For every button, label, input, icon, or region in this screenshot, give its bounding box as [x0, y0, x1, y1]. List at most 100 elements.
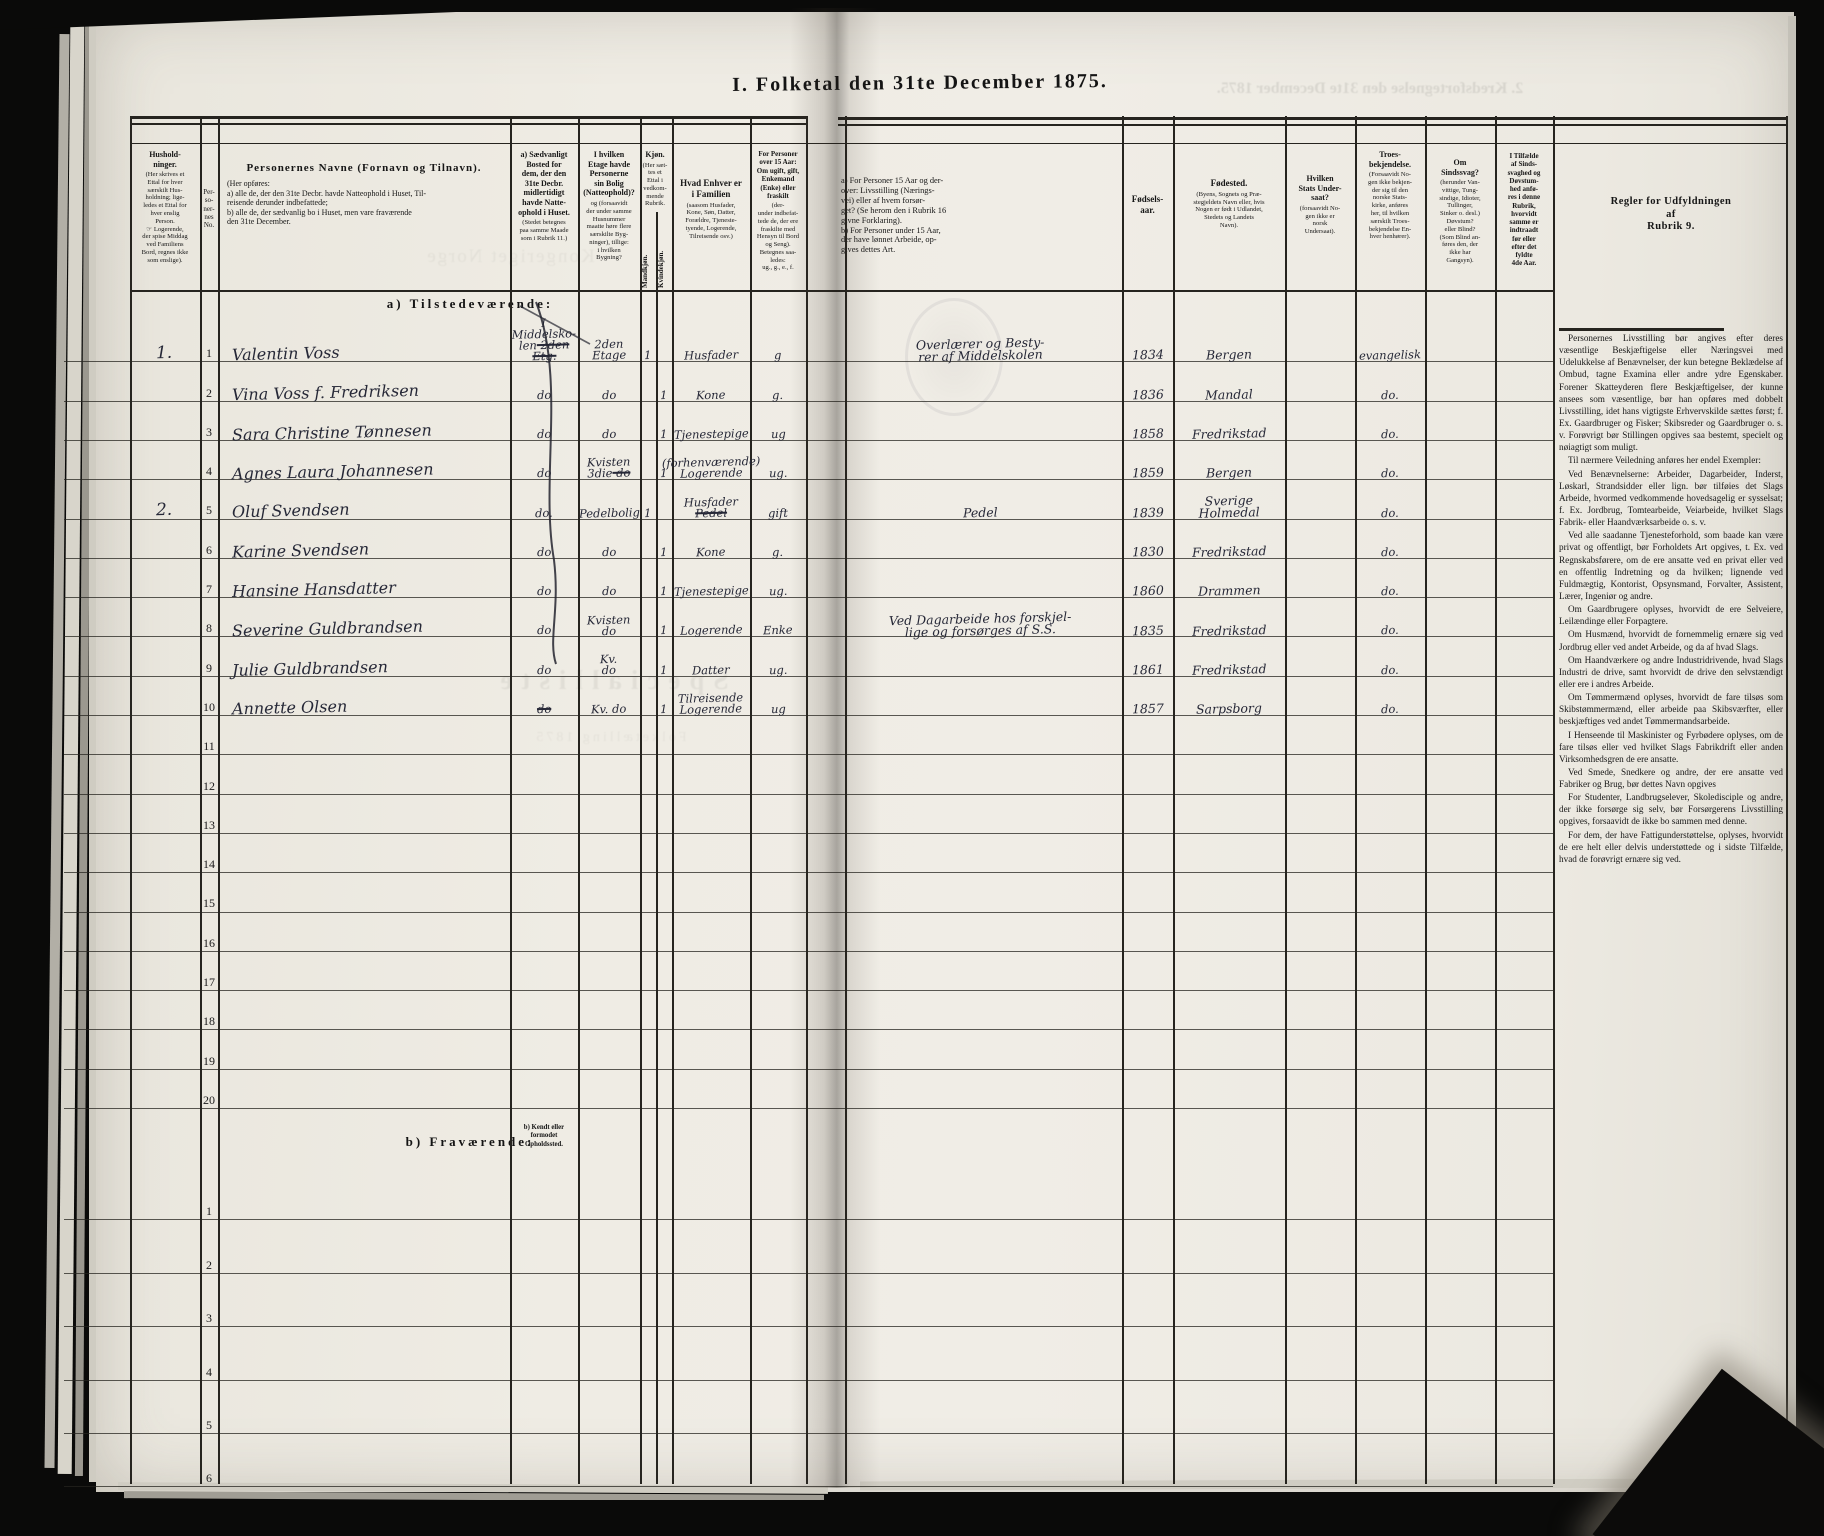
row-line: [64, 793, 1553, 795]
table-rule-vertical: [218, 116, 220, 1484]
row-line: [64, 1068, 1553, 1070]
column-title: For Personer over 15 Aar: Om ugift, gift…: [756, 150, 800, 200]
column-description: (Forsaavidt No- gen ikke bekjen- der sig…: [1368, 171, 1412, 241]
column-description: (Byens, Sognets og Præ- stegjeldets Navn…: [1193, 190, 1265, 229]
column-description: (Her skrives et Ettal for hver særskilt …: [141, 171, 189, 264]
row-line: [64, 518, 1553, 520]
column-description: Per- so- ner- nes No.: [203, 188, 215, 229]
table-rule-vertical: [1553, 116, 1555, 1484]
column-title: Personernes Navne (Fornavn og Tilnavn).: [246, 162, 482, 174]
table-rule-horizontal: [130, 290, 1553, 293]
table-rule-horizontal: [130, 116, 806, 119]
subcolumn-label-mandkjon: Mandkjøn.: [641, 254, 649, 288]
column-header-10: 10.Fødsels- aar.: [1123, 148, 1172, 288]
column-description: (Stedet betegnes paa samme Maade som i R…: [519, 219, 569, 242]
column-description: (Her sæt- tes et Ettal i vedkom- mende R…: [642, 161, 668, 208]
row-line: [64, 1433, 1553, 1434]
row-line: [64, 990, 1553, 992]
row-line: [64, 636, 1553, 638]
section-a-label: a) Tilstedeværende:: [386, 296, 554, 311]
rules-paragraph: Ved Benævnelserne: Arbeider, Dagarbeider…: [1559, 468, 1783, 528]
table-rule-vertical: [1122, 116, 1124, 1484]
table-rule-vertical: [200, 116, 202, 1484]
column-header-9: 9.a) For Personer 15 Aar og der- over: L…: [841, 148, 1119, 288]
table-rule-vertical: [640, 116, 642, 1484]
column-description: (saasom Husfader, Kone, Søn, Datter, For…: [685, 201, 737, 240]
row-line: [64, 557, 1553, 559]
rules-paragraph: For dem, der have Fattigunderstøttelse, …: [1559, 829, 1783, 864]
column-header-2: 2.Per- so- ner- nes No.: [201, 148, 217, 288]
row-line: [64, 1029, 1553, 1031]
rules-paragraph: Til nærmere Veiledning anføres her endel…: [1568, 455, 1761, 466]
column-title: Hvilken Stats Under- saat?: [1298, 174, 1342, 203]
row-line: [64, 911, 1553, 913]
column-header-7: 7.Hvad Enhver er i Familien(saasom Husfa…: [673, 148, 749, 288]
bleedthrough-text: Folketælling 1875: [533, 730, 687, 745]
row-line: [64, 1108, 1553, 1109]
page-edge: [1788, 16, 1796, 1486]
column-header-12: 12.Hvilken Stats Under- saat?(forsaavidt…: [1287, 148, 1353, 288]
column-description: og (forsaavidt der under samme Husnummer…: [586, 199, 632, 262]
rules-paragraph: Om Husmænd, hvorvidt de fornemmelig ernæ…: [1559, 629, 1783, 652]
row-line: [64, 1272, 1553, 1274]
column-header-11: 11.Fødested.(Byens, Sognets og Præ- steg…: [1175, 148, 1283, 288]
column-title: I hvilken Etage havde Personerne sin Bol…: [583, 150, 635, 198]
column-header-8: 8.For Personer over 15 Aar: Om ugift, gi…: [751, 148, 805, 288]
bleedthrough-text: Specialliste: [491, 665, 729, 695]
rules-paragraph: Om Tømmermænd oplyses, hvorvidt de fare …: [1559, 692, 1783, 727]
row-line: [64, 675, 1553, 677]
section-b-note: b) Kendt eller formodet Opholdssted.: [523, 1124, 565, 1148]
page-edge: [89, 14, 96, 1482]
column-title: Fødested.: [1210, 178, 1248, 188]
scan-background: [0, 1500, 1824, 1536]
rules-paragraph: Om Gaardbrugere oplyses, hvorvidt de ere…: [1559, 604, 1783, 627]
column-description: (der- under indbefat- tede de, der ere f…: [756, 202, 800, 272]
column-header-4: 4.a) Sædvanligt Bosted for dem, der den …: [511, 148, 577, 288]
table-rule-vertical: [578, 116, 580, 1484]
column-header-14: 14.Om Sindssvag?(herunder Van- vittige, …: [1427, 148, 1493, 288]
column-description: a) For Personer 15 Aar og der- over: Liv…: [841, 176, 947, 255]
table-rule-vertical: [806, 116, 808, 1484]
faint-seal-stamp: [905, 298, 1003, 416]
column-title: Hvad Enhver er i Familien: [680, 178, 742, 199]
column-header-3: 3.Personernes Navne (Fornavn og Tilnavn)…: [221, 148, 507, 288]
rules-paragraph: Ved Smede, Snedkere og andre, der ere an…: [1559, 766, 1783, 790]
column-header-13: 13.Troes- bekjendelse.(Forsaavidt No- ge…: [1357, 148, 1423, 288]
column-title: Hushold- ninger.: [149, 150, 181, 169]
rules-paragraph: Personernes Livsstilling bør angives eft…: [1559, 333, 1783, 453]
table-rule-vertical: [1355, 116, 1357, 1484]
column-description: (herunder Van- vittige, Tung- sindige, I…: [1439, 179, 1481, 264]
table-rule-horizontal: [838, 124, 1786, 126]
table-rule-vertical: [510, 116, 512, 1484]
row-line: [64, 400, 1553, 402]
table-rule-vertical: [1425, 116, 1427, 1484]
column-description: (forsaavidt No- gen ikke er norsk Unders…: [1299, 204, 1341, 236]
table-rule-vertical: [656, 212, 658, 1484]
column-header-6: 6.Kjøn.(Her sæt- tes et Ettal i vedkom- …: [638, 148, 672, 288]
column-title: Kjøn.: [645, 150, 665, 159]
row-line: [64, 832, 1553, 834]
row-line: [64, 715, 1553, 716]
subcolumn-label-kvindekjon: Kvindekjøn.: [657, 250, 665, 288]
table-rule-vertical: [130, 116, 132, 1484]
table-rule-horizontal: [838, 117, 1786, 120]
column-title: Fødsels- aar.: [1131, 194, 1164, 215]
row-line: [64, 872, 1553, 874]
column-title: Regler for Udfyldningen af Rubrik 9.: [1610, 196, 1732, 233]
table-rule-vertical: [1285, 116, 1287, 1484]
table-rule-horizontal: [130, 143, 1786, 144]
column-header-5: 5.I hvilken Etage havde Personerne sin B…: [579, 148, 639, 288]
table-rule-vertical: [750, 116, 752, 1484]
section-b-label: b) Fraværende:: [405, 1134, 535, 1149]
table-rule-horizontal: [130, 123, 806, 125]
row-line: [64, 1326, 1553, 1328]
paper-spread: [96, 10, 1794, 1492]
column-description: (Her opføres: a) alle de, der den 31te D…: [227, 179, 427, 226]
table-rule-vertical: [1495, 116, 1497, 1484]
bleedthrough-title: 2. Kredsfortegnelse den 31te December 18…: [1216, 80, 1524, 97]
table-rule-vertical: [1173, 116, 1175, 1484]
rules-column: Personernes Livsstilling bør angives eft…: [1559, 332, 1783, 866]
row-line: [64, 479, 1553, 481]
column-header-16: 16.Regler for Udfyldningen af Rubrik 9.: [1556, 148, 1786, 288]
